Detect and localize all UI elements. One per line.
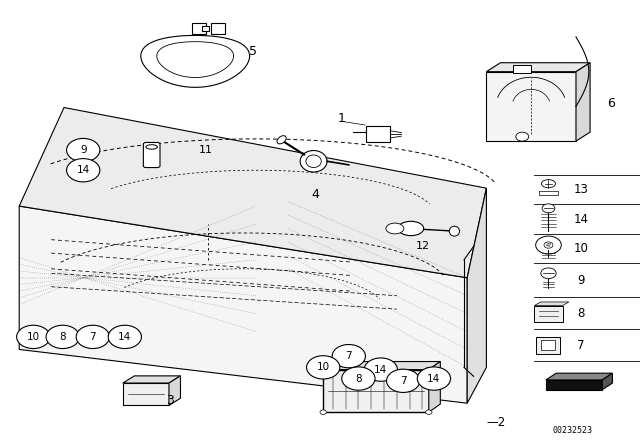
Text: 8: 8 xyxy=(577,307,585,320)
Text: 6: 6 xyxy=(607,96,615,110)
Polygon shape xyxy=(576,63,590,141)
Polygon shape xyxy=(323,362,440,370)
Circle shape xyxy=(426,367,432,372)
FancyBboxPatch shape xyxy=(539,191,558,195)
Polygon shape xyxy=(467,188,486,403)
Polygon shape xyxy=(546,380,602,390)
Polygon shape xyxy=(123,376,180,383)
Ellipse shape xyxy=(300,151,327,172)
Text: 00232523: 00232523 xyxy=(553,426,593,435)
Polygon shape xyxy=(546,373,612,380)
Circle shape xyxy=(67,138,100,162)
Polygon shape xyxy=(19,108,486,278)
Polygon shape xyxy=(169,376,180,405)
Text: 7: 7 xyxy=(400,376,406,386)
FancyBboxPatch shape xyxy=(541,340,555,350)
FancyBboxPatch shape xyxy=(192,23,206,34)
FancyBboxPatch shape xyxy=(513,65,531,73)
Text: —2: —2 xyxy=(486,415,506,429)
Ellipse shape xyxy=(146,145,157,149)
Text: 10: 10 xyxy=(317,362,330,372)
FancyBboxPatch shape xyxy=(366,126,390,142)
Circle shape xyxy=(364,358,397,381)
Text: 13: 13 xyxy=(573,182,589,196)
Text: 9: 9 xyxy=(80,145,86,155)
Text: 3: 3 xyxy=(166,394,174,408)
Ellipse shape xyxy=(277,136,286,144)
Polygon shape xyxy=(123,383,169,405)
Text: 7: 7 xyxy=(90,332,96,342)
FancyBboxPatch shape xyxy=(211,23,225,34)
Text: 12: 12 xyxy=(415,241,429,251)
Text: 14: 14 xyxy=(428,374,440,383)
Text: 5: 5 xyxy=(249,45,257,58)
FancyBboxPatch shape xyxy=(536,337,560,354)
Circle shape xyxy=(387,369,420,392)
Circle shape xyxy=(342,367,375,390)
Circle shape xyxy=(536,236,561,254)
Text: 11: 11 xyxy=(198,145,212,155)
Text: 47: 47 xyxy=(545,242,552,248)
Circle shape xyxy=(108,325,141,349)
Text: 7: 7 xyxy=(346,351,352,361)
Text: 8: 8 xyxy=(60,332,66,342)
Text: 10: 10 xyxy=(573,242,589,255)
Text: 8: 8 xyxy=(355,374,362,383)
Polygon shape xyxy=(602,373,612,390)
Circle shape xyxy=(332,345,365,368)
FancyBboxPatch shape xyxy=(534,306,563,322)
Circle shape xyxy=(516,132,529,141)
Polygon shape xyxy=(19,206,467,403)
Circle shape xyxy=(541,268,556,279)
Polygon shape xyxy=(429,362,440,412)
Polygon shape xyxy=(486,63,590,72)
Text: 1: 1 xyxy=(337,112,345,125)
Text: 14: 14 xyxy=(77,165,90,175)
Circle shape xyxy=(67,159,100,182)
FancyBboxPatch shape xyxy=(143,142,160,168)
Text: 10: 10 xyxy=(27,332,40,342)
Ellipse shape xyxy=(386,223,404,234)
Circle shape xyxy=(17,325,50,349)
Text: 7: 7 xyxy=(577,339,585,353)
Polygon shape xyxy=(534,302,569,306)
Circle shape xyxy=(46,325,79,349)
Ellipse shape xyxy=(398,221,424,236)
Polygon shape xyxy=(323,370,429,412)
Text: 14: 14 xyxy=(118,332,131,342)
Text: 14: 14 xyxy=(573,213,589,226)
Circle shape xyxy=(76,325,109,349)
FancyBboxPatch shape xyxy=(486,72,576,141)
FancyBboxPatch shape xyxy=(202,26,209,31)
Circle shape xyxy=(320,367,326,372)
Ellipse shape xyxy=(449,226,460,236)
Circle shape xyxy=(307,356,340,379)
Circle shape xyxy=(417,367,451,390)
Text: 14: 14 xyxy=(374,365,387,375)
Circle shape xyxy=(320,410,326,414)
Text: 9: 9 xyxy=(577,273,585,287)
Ellipse shape xyxy=(541,180,556,188)
Ellipse shape xyxy=(306,155,321,168)
Circle shape xyxy=(544,242,553,248)
Text: 4: 4 xyxy=(312,188,319,202)
Circle shape xyxy=(426,410,432,414)
Circle shape xyxy=(542,204,555,213)
